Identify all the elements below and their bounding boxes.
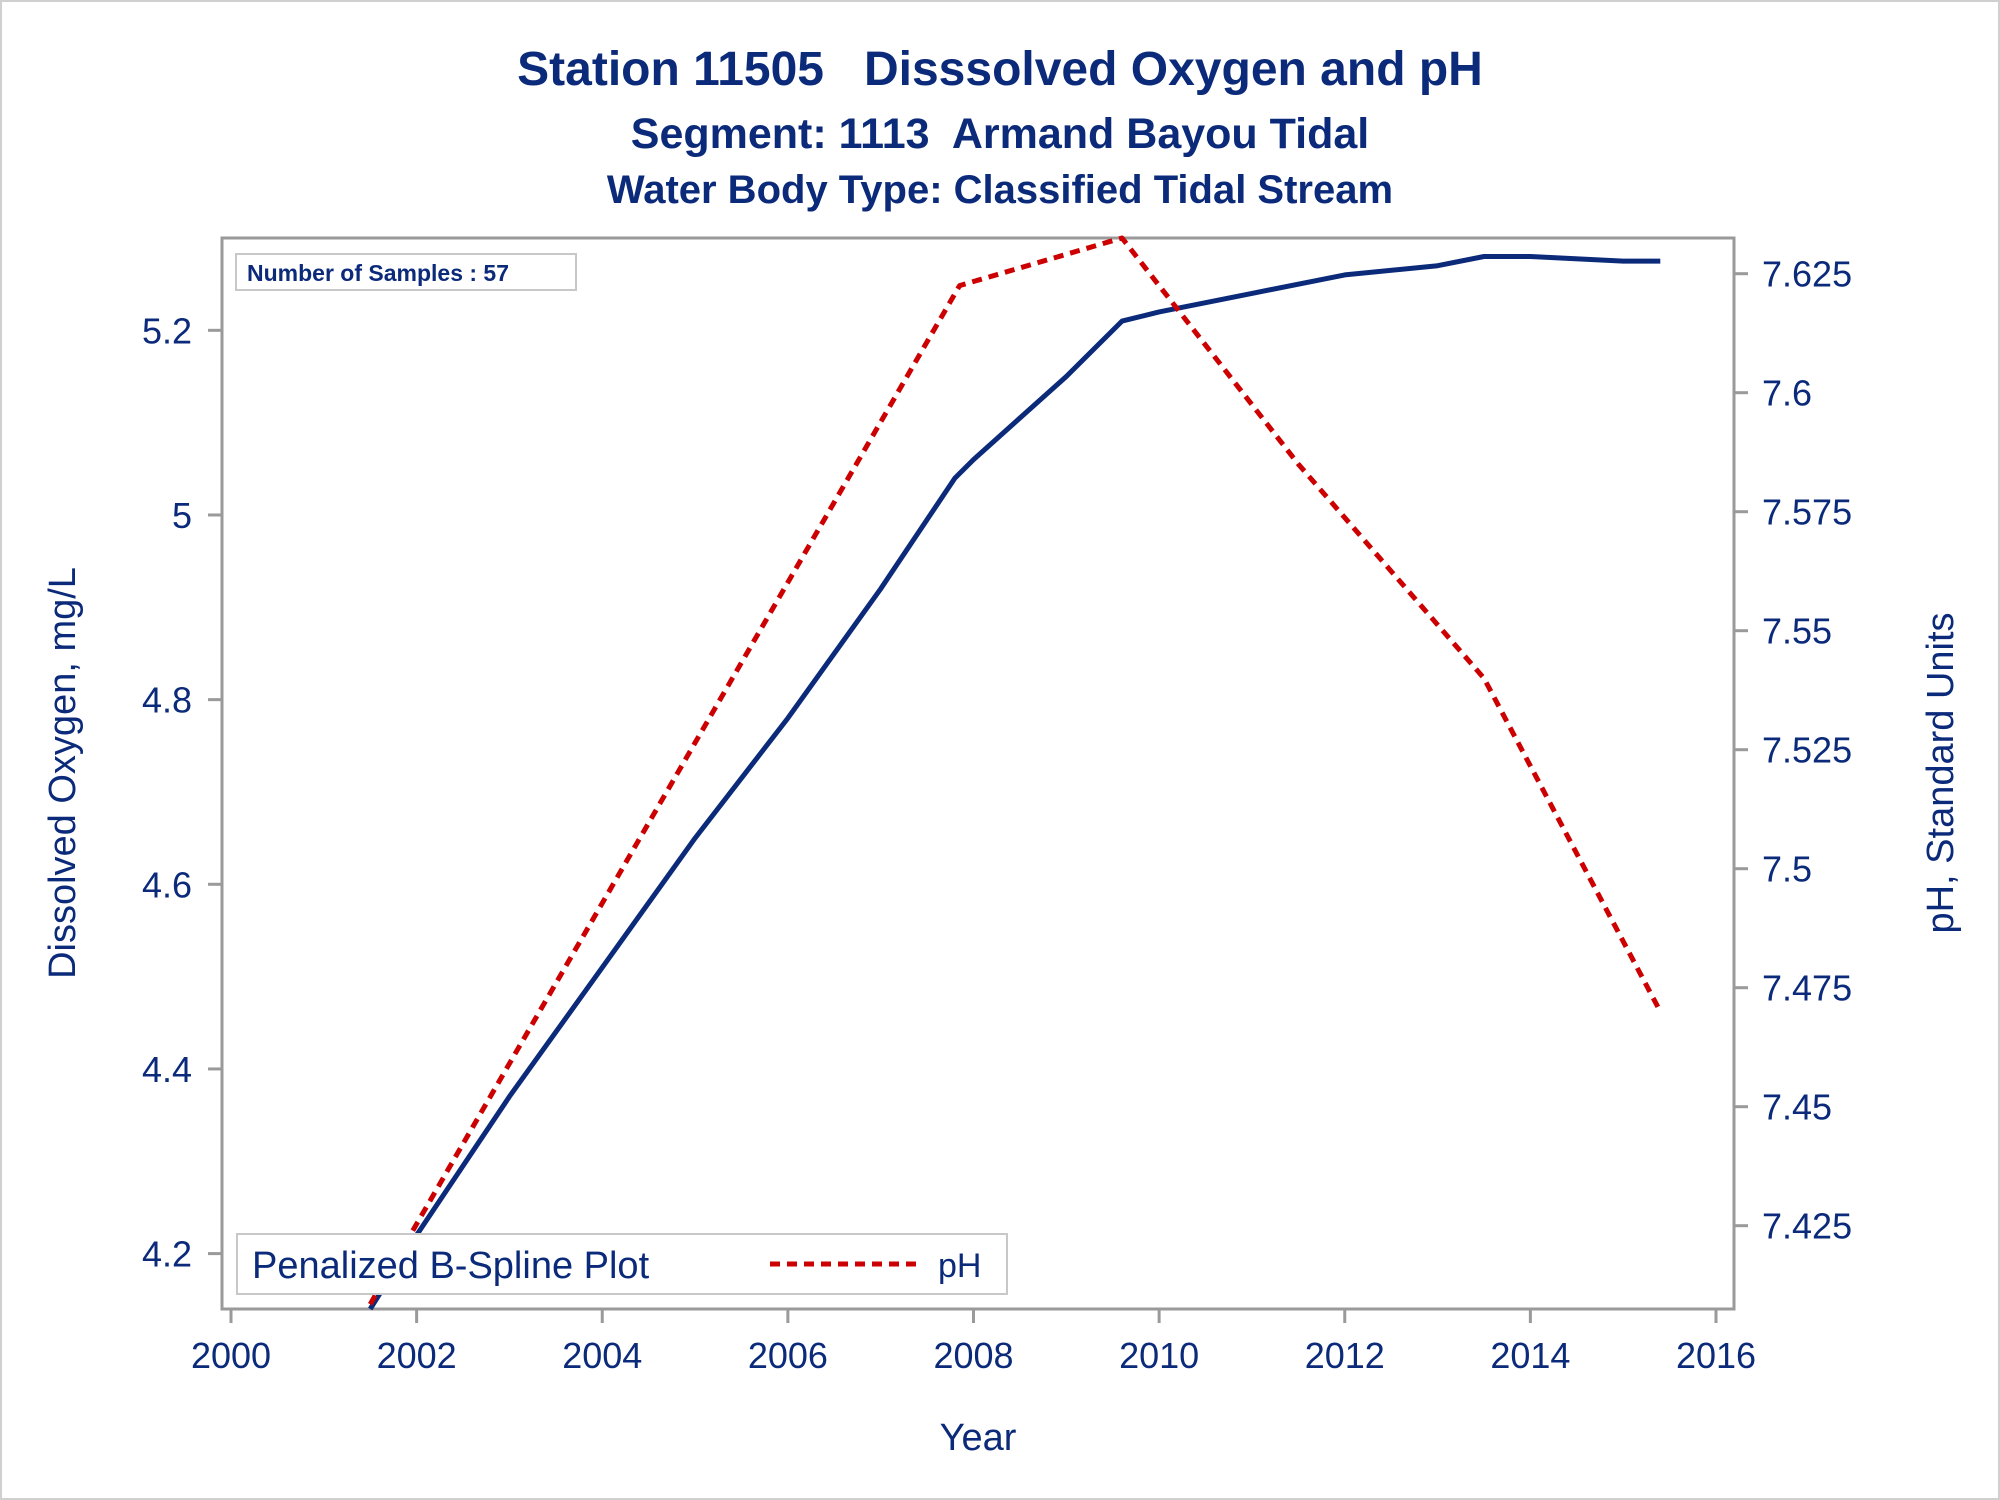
- x-tick-label: 2008: [933, 1335, 1013, 1376]
- ph-series-line: [368, 235, 1663, 1306]
- y-right-tick-label: 7.55: [1762, 611, 1832, 652]
- x-tick-label: 2000: [191, 1335, 271, 1376]
- y-right-tick-label: 7.475: [1762, 968, 1852, 1009]
- x-tick-label: 2002: [377, 1335, 457, 1376]
- y-left-tick-label: 4.8: [142, 680, 192, 721]
- x-tick-label: 2006: [748, 1335, 828, 1376]
- y-axis-left-label: Dissolved Oxygen, mg/L: [42, 567, 84, 979]
- series-layer: [368, 235, 1663, 1311]
- y-axis-right: 7.425 7.45 7.475 7.5 7.525 7.55 7.575 7.6 7.625: [1734, 254, 1852, 1247]
- x-axis: 2000 2002 2004 2006 2008 2010 2012 2014 2016: [191, 1307, 1756, 1376]
- x-tick-label: 2004: [562, 1335, 642, 1376]
- plot-area: [220, 236, 1736, 1311]
- y-right-tick-label: 7.425: [1762, 1206, 1852, 1247]
- y-right-tick-label: 7.575: [1762, 492, 1852, 533]
- y-left-tick-label: 4.2: [142, 1234, 192, 1275]
- y-right-tick-label: 7.525: [1762, 730, 1852, 771]
- y-left-tick-label: 4.4: [142, 1049, 192, 1090]
- y-left-tick-label: 5.2: [142, 310, 192, 351]
- x-tick-label: 2016: [1676, 1335, 1756, 1376]
- dissolved-oxygen-series-line: [368, 254, 1661, 1311]
- sample-count-box: [235, 253, 577, 291]
- y-axis-right-label: pH, Standard Units: [1920, 612, 1962, 933]
- legend-entry-ph: pH: [938, 1247, 981, 1285]
- x-tick-label: 2012: [1305, 1335, 1385, 1376]
- x-axis-label: Year: [940, 1417, 1017, 1459]
- x-tick-label: 2014: [1490, 1335, 1570, 1376]
- sample-count-text: Number of Samples : 57: [247, 260, 509, 286]
- y-right-tick-label: 7.5: [1762, 849, 1812, 890]
- x-tick-label: 2010: [1119, 1335, 1199, 1376]
- y-right-tick-label: 7.625: [1762, 254, 1852, 295]
- y-left-tick-label: 4.6: [142, 864, 192, 905]
- chart-title: Station 11505 Disssolved Oxygen and pH: [517, 43, 1483, 96]
- legend-title: Penalized B-Spline Plot: [252, 1245, 650, 1287]
- chart-subtitle-waterbody: Water Body Type: Classified Tidal Stream: [606, 168, 1394, 212]
- y-right-tick-label: 7.6: [1762, 373, 1812, 414]
- y-right-tick-label: 7.45: [1762, 1087, 1832, 1128]
- chart-subtitle-segment: Segment: 1113 Armand Bayou Tidal: [630, 110, 1370, 158]
- y-axis-left: 4.2 4.4 4.6 4.8 5 5.2: [142, 310, 222, 1275]
- y-left-tick-label: 5: [172, 495, 192, 536]
